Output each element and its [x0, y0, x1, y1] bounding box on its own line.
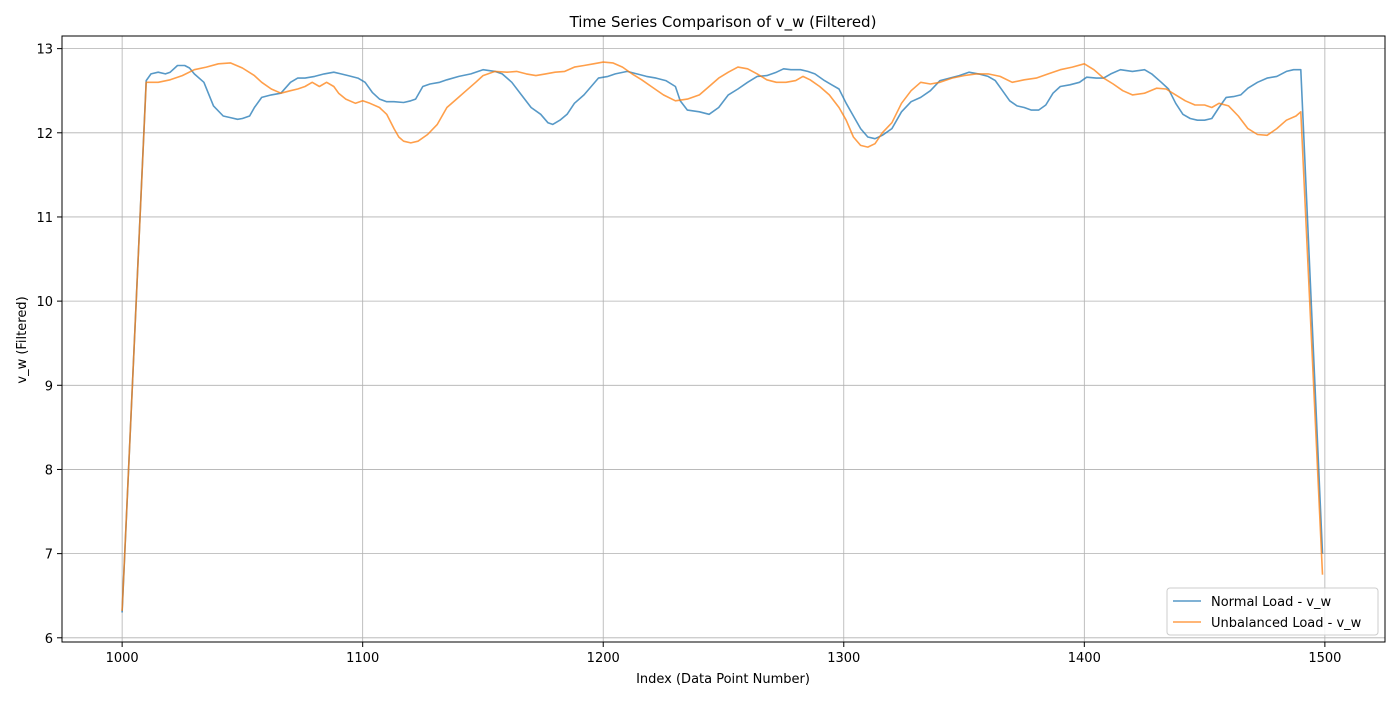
y-tick-label: 8 — [45, 463, 53, 478]
plot-lines — [121, 61, 1324, 613]
x-tick-label: 1000 — [106, 651, 139, 666]
y-tick-label: 12 — [36, 127, 53, 142]
legend-entry-label: Normal Load - v_w — [1211, 595, 1332, 610]
x-tick-label: 1400 — [1068, 651, 1101, 666]
series-line-normal-load — [121, 64, 1324, 613]
y-tick-label: 13 — [36, 43, 53, 58]
x-tick-label: 1200 — [587, 651, 620, 666]
grid — [62, 36, 1385, 642]
x-tick-label: 1500 — [1308, 651, 1341, 666]
legend-entry-label: Unbalanced Load - v_w — [1211, 616, 1362, 631]
y-tick-label: 6 — [45, 632, 53, 647]
legend-box — [1166, 587, 1379, 636]
series-line-unbalanced-load — [121, 61, 1324, 611]
legend: Normal Load - v_w Unbalanced Load - v_w — [1166, 587, 1379, 636]
x-tick-label: 1100 — [346, 651, 379, 666]
x-axis-label: Index (Data Point Number) — [636, 672, 810, 687]
y-tick-label: 9 — [45, 379, 53, 394]
plot-frame — [61, 35, 1386, 643]
y-tick-label: 7 — [45, 548, 53, 563]
y-tick-label: 10 — [36, 295, 53, 310]
x-tick-label: 1300 — [827, 651, 860, 666]
y-axis-label: v_w (Filtered) — [15, 296, 30, 383]
axis-ticks: 1000 1100 1200 1300 1400 1500 6 7 8 9 10 11 12 13 — [36, 43, 1341, 666]
y-tick-label: 11 — [36, 211, 53, 226]
chart-title: Time Series Comparison of v_w (Filtered) — [569, 13, 877, 32]
